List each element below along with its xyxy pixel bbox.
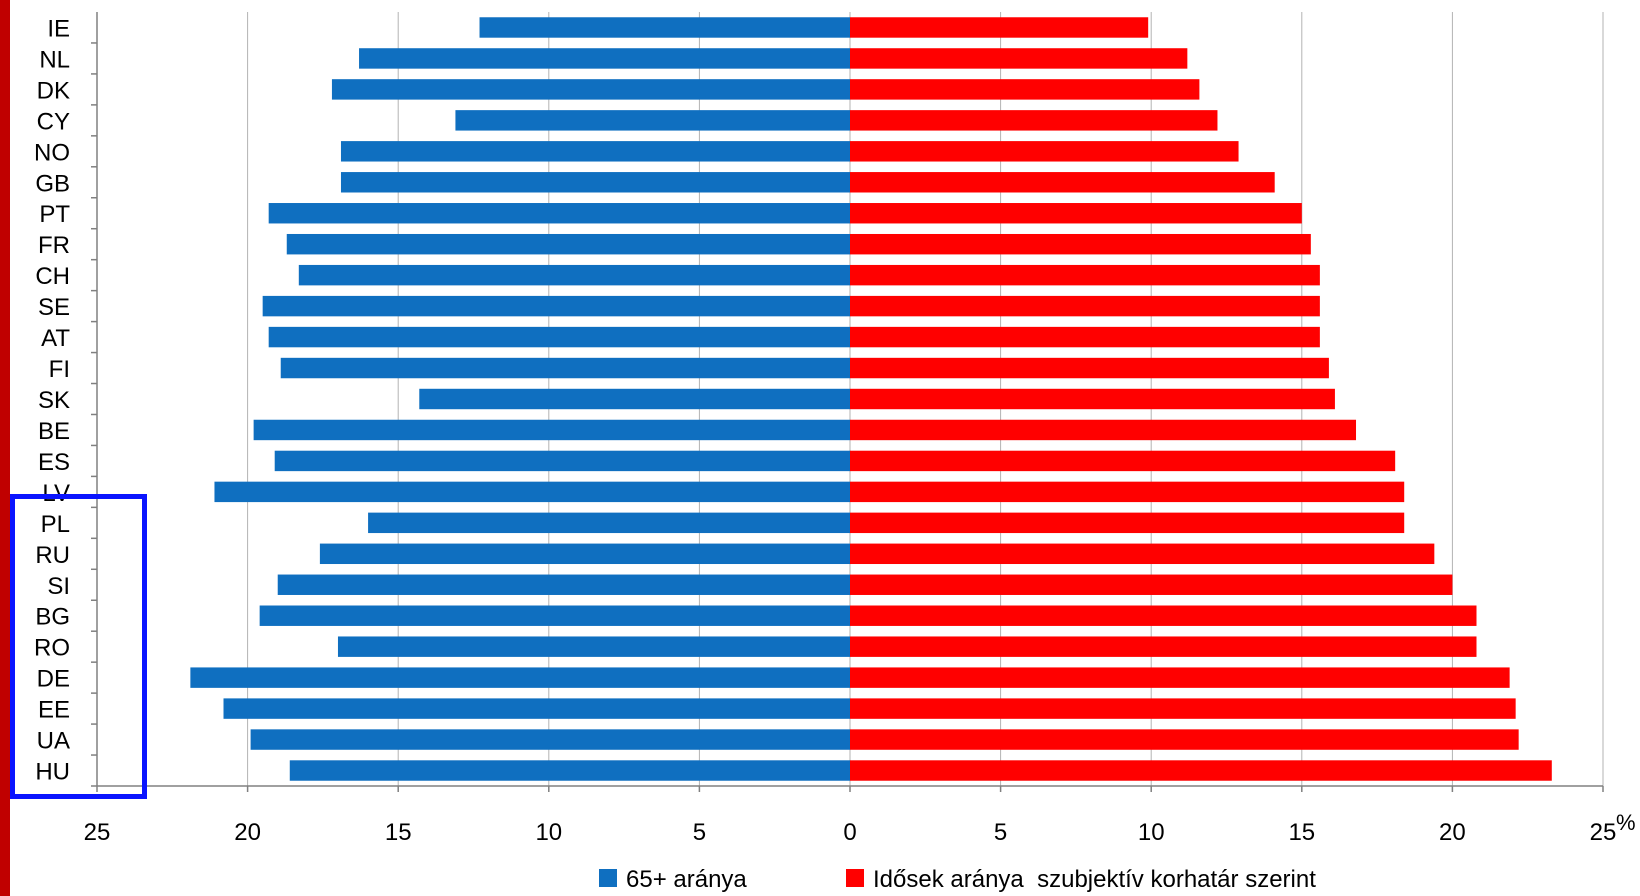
bar-subjective-cy	[850, 110, 1218, 131]
legend: 65+ aránya Idősek aránya szubjektív korh…	[599, 866, 1316, 893]
x-tick-label: 10	[535, 819, 562, 846]
legend-label-subjective: Idősek aránya szubjektív korhatár szerin…	[873, 866, 1316, 893]
category-label-dk: DK	[37, 77, 70, 104]
bar-subjective-lv	[850, 481, 1405, 503]
category-label-ch: CH	[35, 263, 70, 290]
category-label-be: BE	[38, 418, 70, 445]
bar-65plus-at	[268, 326, 851, 348]
bar-65plus-pl	[368, 512, 850, 534]
bar-subjective-de	[850, 667, 1510, 688]
category-label-pt: PT	[39, 201, 70, 228]
bar-subjective-pl	[850, 512, 1405, 534]
bar-subjective-ch	[850, 264, 1320, 286]
category-label-lv: LV	[42, 480, 70, 507]
bar-65plus-fi	[280, 357, 850, 379]
x-tick-label: 25	[1590, 819, 1617, 846]
bar-subjective-dk	[850, 79, 1200, 100]
bar-subjective-es	[850, 450, 1396, 472]
bar-65plus-be	[253, 419, 850, 441]
category-label-fr: FR	[38, 232, 70, 259]
bar-subjective-gb	[850, 172, 1275, 193]
category-label-ro: RO	[34, 635, 70, 662]
category-label-ie: IE	[47, 15, 70, 42]
category-label-pl: PL	[41, 511, 70, 538]
x-tick-label: 10	[1138, 819, 1165, 846]
bar-subjective-ie	[850, 17, 1149, 38]
axes	[96, 12, 1603, 787]
x-tick-label: 15	[1288, 819, 1315, 846]
category-label-fi: FI	[49, 356, 70, 383]
x-tick-label: 5	[693, 819, 706, 846]
category-label-cy: CY	[37, 108, 70, 135]
category-label-sk: SK	[38, 387, 70, 414]
x-tick-label: 20	[234, 819, 261, 846]
bar-65plus-pt	[268, 203, 851, 224]
bar-subjective-at	[850, 326, 1320, 348]
category-label-gb: GB	[35, 170, 70, 197]
category-label-ee: EE	[38, 697, 70, 724]
bar-subjective-sk	[850, 388, 1335, 410]
bar-65plus-ua	[250, 729, 850, 750]
category-label-no: NO	[34, 139, 70, 166]
x-tick-label: 0	[843, 819, 856, 846]
bar-subjective-be	[850, 419, 1357, 441]
bar-65plus-ie	[479, 17, 850, 38]
bar-65plus-sk	[419, 388, 850, 410]
bar-65plus-fr	[286, 233, 851, 255]
bar-65plus-cy	[455, 110, 850, 131]
bar-subjective-no	[850, 141, 1239, 162]
bar-subjective-ee	[850, 698, 1516, 719]
bar-65plus-no	[340, 141, 850, 162]
x-tick-label: 15	[385, 819, 412, 846]
left-accent-strip	[0, 0, 10, 896]
x-tick-label: 5	[994, 819, 1007, 846]
legend-label-65plus: 65+ aránya	[626, 866, 747, 893]
bar-65plus-de	[190, 667, 850, 688]
category-label-hu: HU	[35, 759, 70, 786]
x-tick-label: 25	[84, 819, 111, 846]
bar-65plus-hu	[289, 760, 850, 781]
bar-subjective-si	[850, 574, 1453, 595]
category-labels: IE NL DK CY NO GB PT FR CH SE AT FI SK BE ES LV PL RU SI BG…	[34, 15, 97, 787]
category-label-de: DE	[37, 666, 70, 693]
bar-65plus-si	[277, 574, 851, 595]
x-unit-label: %	[1616, 810, 1636, 835]
bar-65plus-es	[274, 450, 850, 472]
bars	[190, 17, 1552, 781]
bar-subjective-ru	[850, 543, 1435, 565]
bar-65plus-dk	[331, 79, 850, 100]
bar-65plus-ru	[319, 543, 850, 565]
category-label-at: AT	[41, 325, 70, 352]
category-label-ua: UA	[37, 728, 70, 755]
bar-65plus-ch	[298, 264, 851, 286]
bar-subjective-nl	[850, 48, 1188, 69]
bar-subjective-bg	[850, 605, 1477, 626]
highlight-box	[10, 494, 147, 799]
bar-subjective-ua	[850, 729, 1519, 750]
bar-subjective-ro	[850, 636, 1477, 657]
bar-subjective-pt	[850, 203, 1302, 224]
category-label-ru: RU	[35, 542, 70, 569]
category-label-nl: NL	[39, 46, 70, 73]
bar-subjective-se	[850, 295, 1320, 317]
category-label-bg: BG	[35, 604, 70, 631]
category-label-si: SI	[47, 573, 70, 600]
bar-65plus-bg	[259, 605, 850, 626]
legend-swatch-red	[846, 869, 864, 887]
bar-65plus-ee	[223, 698, 850, 719]
x-tick-labels: 25 20 15 10 5 0 5 10 15 20 25	[84, 819, 1617, 846]
bar-65plus-ro	[337, 636, 851, 657]
bar-subjective-hu	[850, 760, 1552, 781]
bar-65plus-se	[262, 295, 850, 317]
bar-65plus-lv	[214, 481, 850, 503]
bar-subjective-fi	[850, 357, 1329, 379]
category-label-es: ES	[38, 449, 70, 476]
category-label-se: SE	[38, 294, 70, 321]
legend-swatch-blue	[599, 869, 617, 887]
bar-65plus-nl	[359, 48, 850, 69]
x-tick-label: 20	[1439, 819, 1466, 846]
bar-subjective-fr	[850, 233, 1311, 255]
bar-65plus-gb	[340, 172, 850, 193]
